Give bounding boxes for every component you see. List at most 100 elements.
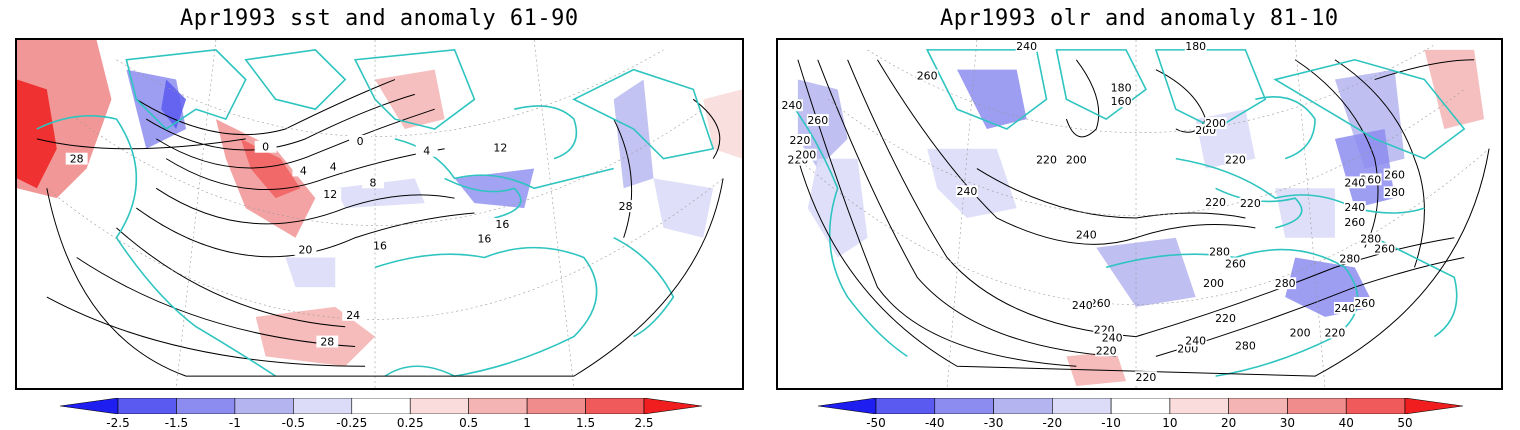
projection-boundary bbox=[778, 148, 1501, 388]
contour-label: 180 bbox=[1111, 81, 1132, 94]
contour-label: 220 bbox=[1096, 344, 1117, 357]
colorbar-segment bbox=[117, 398, 177, 414]
contour-label: 0 bbox=[262, 141, 269, 154]
contour-label: 220 bbox=[1324, 327, 1345, 340]
contour-label: 160 bbox=[1111, 95, 1132, 108]
sst-colorbar bbox=[60, 398, 702, 414]
contour-label: 240 bbox=[1072, 299, 1093, 312]
colorbar-segment bbox=[585, 398, 645, 414]
olr-colorbar bbox=[818, 398, 1463, 414]
colorbar-tick-label: -2.5 bbox=[106, 416, 130, 430]
colorbar-segment bbox=[1052, 398, 1112, 414]
title-right: Apr1993 olr and anomaly 81-10 bbox=[940, 6, 1339, 31]
contour-label: 220 bbox=[1215, 312, 1236, 325]
sst-contours bbox=[36, 79, 721, 367]
contour-label: 180 bbox=[1185, 40, 1206, 53]
contour-label: 280 bbox=[1360, 233, 1381, 246]
colorbar-tick-label: -50 bbox=[866, 416, 886, 430]
contour-label: 4 bbox=[423, 145, 430, 158]
colorbar-tick-label: -0.25 bbox=[336, 416, 368, 430]
colorbar-tick-label: -30 bbox=[983, 416, 1004, 430]
contour-label: 240 bbox=[1076, 229, 1097, 242]
contour-label: 260 bbox=[1225, 257, 1246, 270]
sst-map: 28 0 4 0 4 4 8 12 16 20 24 28 16 16 12 28 bbox=[15, 38, 744, 390]
contour-label: 240 bbox=[1334, 302, 1355, 315]
colorbar-tick-label: 50 bbox=[1397, 416, 1413, 430]
colorbar-tick-label: -10 bbox=[1101, 416, 1121, 430]
colorbar-tick-label: -1 bbox=[228, 416, 241, 430]
contour-label: 28 bbox=[70, 153, 84, 166]
contour-label: 28 bbox=[619, 200, 633, 213]
anomaly-shading bbox=[17, 40, 742, 367]
colorbar-segment bbox=[176, 398, 236, 414]
colorbar-segment bbox=[1169, 398, 1229, 414]
colorbar-segment bbox=[643, 398, 702, 414]
contour-label: 220 bbox=[1225, 154, 1246, 167]
colorbar-segment bbox=[351, 398, 411, 414]
contour-label: 220 bbox=[789, 134, 810, 147]
contour-label: 4 bbox=[330, 161, 337, 174]
contour-label: 16 bbox=[495, 218, 509, 231]
contour-label: 20 bbox=[298, 244, 312, 257]
colorbar-segment bbox=[875, 398, 936, 414]
contour-label: 200 bbox=[1290, 327, 1311, 340]
contour-label: 240 bbox=[1102, 332, 1123, 345]
olr-map: 2402602202602202001801601802002002402402… bbox=[776, 38, 1503, 390]
contour-label: 240 bbox=[781, 99, 802, 112]
colorbar-segment bbox=[293, 398, 353, 414]
colorbar-tick-label: 40 bbox=[1338, 416, 1354, 430]
colorbar-segment bbox=[409, 398, 469, 414]
colorbar-tick-label: 1 bbox=[523, 416, 531, 430]
contour-label: 280 bbox=[1235, 339, 1256, 352]
contour-label: 16 bbox=[477, 233, 491, 246]
colorbar-tick-label: 2.5 bbox=[634, 416, 654, 430]
coastlines bbox=[787, 49, 1466, 377]
contour-label: 260 bbox=[1354, 297, 1375, 310]
contour-label: 220 bbox=[1240, 197, 1261, 210]
graticule bbox=[46, 40, 724, 388]
contour-label: 260 bbox=[807, 114, 828, 127]
contour-label: 4 bbox=[300, 164, 307, 177]
graticule bbox=[797, 40, 1490, 388]
contour-label: 280 bbox=[1384, 186, 1405, 199]
colorbar-segment bbox=[234, 398, 294, 414]
contour-label: 240 bbox=[1185, 335, 1206, 348]
colorbar-tick-label: -1.5 bbox=[164, 416, 189, 430]
contour-label: 260 bbox=[1344, 216, 1365, 229]
colorbar-tick-label: 0.25 bbox=[396, 416, 424, 430]
contour-label: 24 bbox=[346, 309, 360, 322]
projection-boundary bbox=[17, 178, 742, 388]
colorbar-segment bbox=[60, 398, 119, 414]
colorbar-segment bbox=[1345, 398, 1406, 414]
contour-label: 0 bbox=[357, 135, 364, 148]
colorbar-segment bbox=[1110, 398, 1171, 414]
contour-label: 280 bbox=[1339, 252, 1360, 265]
contour-label: 280 bbox=[1209, 246, 1230, 259]
colorbar-segment bbox=[1404, 398, 1463, 414]
colorbar-tick-label: 1.5 bbox=[576, 416, 596, 430]
colorbar-segment bbox=[993, 398, 1053, 414]
contour-label: 260 bbox=[1090, 297, 1111, 310]
colorbar-segment bbox=[468, 398, 528, 414]
olr-contours bbox=[797, 59, 1475, 367]
contour-label: 260 bbox=[917, 70, 938, 83]
colorbar-segment bbox=[818, 398, 877, 414]
contour-label: 200 bbox=[1203, 277, 1224, 290]
colorbar-tick-label: -40 bbox=[924, 416, 945, 430]
contour-label: 220 bbox=[1136, 371, 1157, 384]
contour-label: 280 bbox=[1275, 277, 1296, 290]
contour-label: 220 bbox=[1036, 154, 1057, 167]
contour-label: 8 bbox=[370, 176, 377, 189]
contour-label: 240 bbox=[1344, 201, 1365, 214]
hemisphere-outline bbox=[797, 148, 1490, 377]
contour-label: 200 bbox=[795, 149, 816, 162]
colorbar-segment bbox=[1287, 398, 1347, 414]
contour-label: 240 bbox=[1344, 176, 1365, 189]
contour-label: 240 bbox=[957, 185, 978, 198]
colorbar-tick-label: 20 bbox=[1221, 416, 1237, 430]
colorbar-segment bbox=[526, 398, 586, 414]
colorbar-segment bbox=[1228, 398, 1288, 414]
contour-label: 220 bbox=[1205, 196, 1226, 209]
contour-label: 260 bbox=[1374, 243, 1395, 256]
contour-label: 240 bbox=[1016, 40, 1037, 53]
